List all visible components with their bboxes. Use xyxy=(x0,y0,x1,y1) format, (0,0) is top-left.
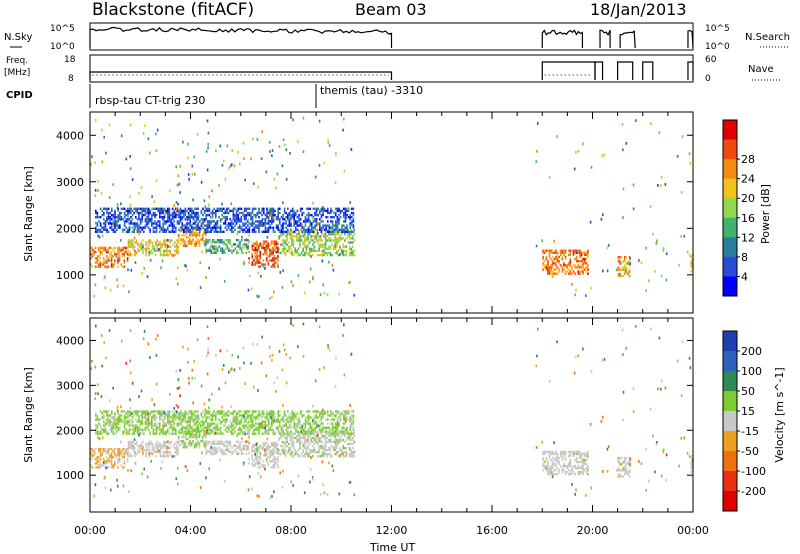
x-tick-label: 04:00 xyxy=(175,524,207,537)
power-echo-layer xyxy=(90,116,694,300)
colorbar-tick-label: -200 xyxy=(741,485,766,498)
colorbar-tick-label: -100 xyxy=(741,465,766,478)
power-axes: 1000 2000 3000 4000 xyxy=(56,112,694,313)
colorbar-swatch xyxy=(723,491,737,512)
y-tick-label: 2000 xyxy=(56,222,84,235)
colorbar-tick-label: 28 xyxy=(741,153,755,166)
colorbar-tick-label: 100 xyxy=(741,365,762,378)
colorbar-swatch xyxy=(723,139,737,160)
velocity-ylabel: Slant Range [km] xyxy=(22,367,35,463)
x-tick-labels: 00:00 04:00 08:00 12:00 16:00 20:00 00:00 xyxy=(74,524,709,537)
date-title: 18/Jan/2013 xyxy=(590,0,687,19)
colorbar-swatch xyxy=(723,391,737,412)
y-tick-label: 4000 xyxy=(56,129,84,142)
colorbar-tick-label: -15 xyxy=(741,425,759,438)
nave-hi-label: 60 xyxy=(705,55,717,65)
freq-hi-label: 18 xyxy=(64,55,76,65)
freq-label-1: Freq. xyxy=(6,56,28,66)
colorbar-swatch xyxy=(723,276,737,297)
power-colorbar-label: Power [dB] xyxy=(759,184,772,244)
cpid-a-label: rbsp-tau CT-trig 230 xyxy=(95,94,205,107)
colorbar-swatch xyxy=(723,237,737,258)
freq-trace xyxy=(89,61,694,80)
x-tick-label: 08:00 xyxy=(275,524,307,537)
colorbar-swatch xyxy=(723,120,737,141)
velocity-colorbar-label: Velocity [m s^-1] xyxy=(773,367,786,462)
nsky-lo-label: 10^0 xyxy=(50,42,75,52)
colorbar-swatch xyxy=(723,198,737,219)
velocity-colorbar: 200 100 50 15 -15 -50 -100 -200 xyxy=(722,330,766,512)
nsearch-hi-label: 10^5 xyxy=(705,24,730,34)
nsky-trace xyxy=(89,26,694,49)
y-tick-label: 2000 xyxy=(56,424,84,437)
colorbar-swatch xyxy=(723,159,737,180)
freq-lo-label: 8 xyxy=(68,74,74,84)
x-tick-label: 16:00 xyxy=(476,524,508,537)
x-tick-label: 20:00 xyxy=(577,524,609,537)
colorbar-swatch xyxy=(723,178,737,199)
colorbar-tick-label: 24 xyxy=(741,173,755,186)
colorbar-tick-label: 16 xyxy=(741,212,755,225)
nave-lo-label: 0 xyxy=(705,74,711,84)
nsky-hi-label: 10^5 xyxy=(50,24,75,34)
velocity-axes: 1000 2000 3000 4000 xyxy=(56,318,694,512)
colorbar-tick-label: 8 xyxy=(741,251,748,264)
nsearch-lo-label: 10^0 xyxy=(705,42,730,52)
colorbar-swatch xyxy=(723,411,737,432)
y-tick-label: 1000 xyxy=(56,269,84,282)
colorbar-swatch xyxy=(723,371,737,392)
y-tick-label: 1000 xyxy=(56,469,84,482)
site-title: Blackstone (fitACF) xyxy=(92,0,254,20)
colorbar-swatch xyxy=(723,331,737,352)
y-tick-label: 3000 xyxy=(56,379,84,392)
cpid-b-label: themis (tau) -3310 xyxy=(320,84,423,97)
x-tick-label: 00:00 xyxy=(677,524,709,537)
power-colorbar: 4 8 12 16 20 24 28 xyxy=(722,119,755,297)
colorbar-tick-label: 12 xyxy=(741,231,755,244)
beam-title: Beam 03 xyxy=(355,0,427,19)
colorbar-swatch xyxy=(723,431,737,452)
colorbar-tick-label: 20 xyxy=(741,192,755,205)
colorbar-tick-label: -50 xyxy=(741,445,759,458)
colorbar-swatch xyxy=(723,451,737,472)
colorbar-tick-label: 50 xyxy=(741,385,755,398)
cpid-label: CPID xyxy=(6,90,33,101)
nave-label: Nave xyxy=(748,64,774,75)
velocity-echo-layer xyxy=(90,322,694,500)
x-tick-label: 12:00 xyxy=(376,524,408,537)
freq-label-2: [MHz] xyxy=(4,68,30,78)
x-axis-label: Time UT xyxy=(369,541,415,554)
y-tick-label: 4000 xyxy=(56,334,84,347)
nsearch-label: N.Search xyxy=(745,32,790,43)
colorbar-tick-label: 200 xyxy=(741,345,762,358)
colorbar-swatch xyxy=(723,256,737,277)
nsky-label: N.Sky xyxy=(4,32,32,43)
colorbar-tick-label: 4 xyxy=(741,270,748,283)
colorbar-swatch xyxy=(723,471,737,492)
y-tick-label: 3000 xyxy=(56,176,84,189)
x-tick-label: 00:00 xyxy=(74,524,106,537)
power-ylabel: Slant Range [km] xyxy=(22,166,35,262)
colorbar-swatch xyxy=(723,351,737,372)
colorbar-swatch xyxy=(723,217,737,238)
colorbar-tick-label: 15 xyxy=(741,405,755,418)
